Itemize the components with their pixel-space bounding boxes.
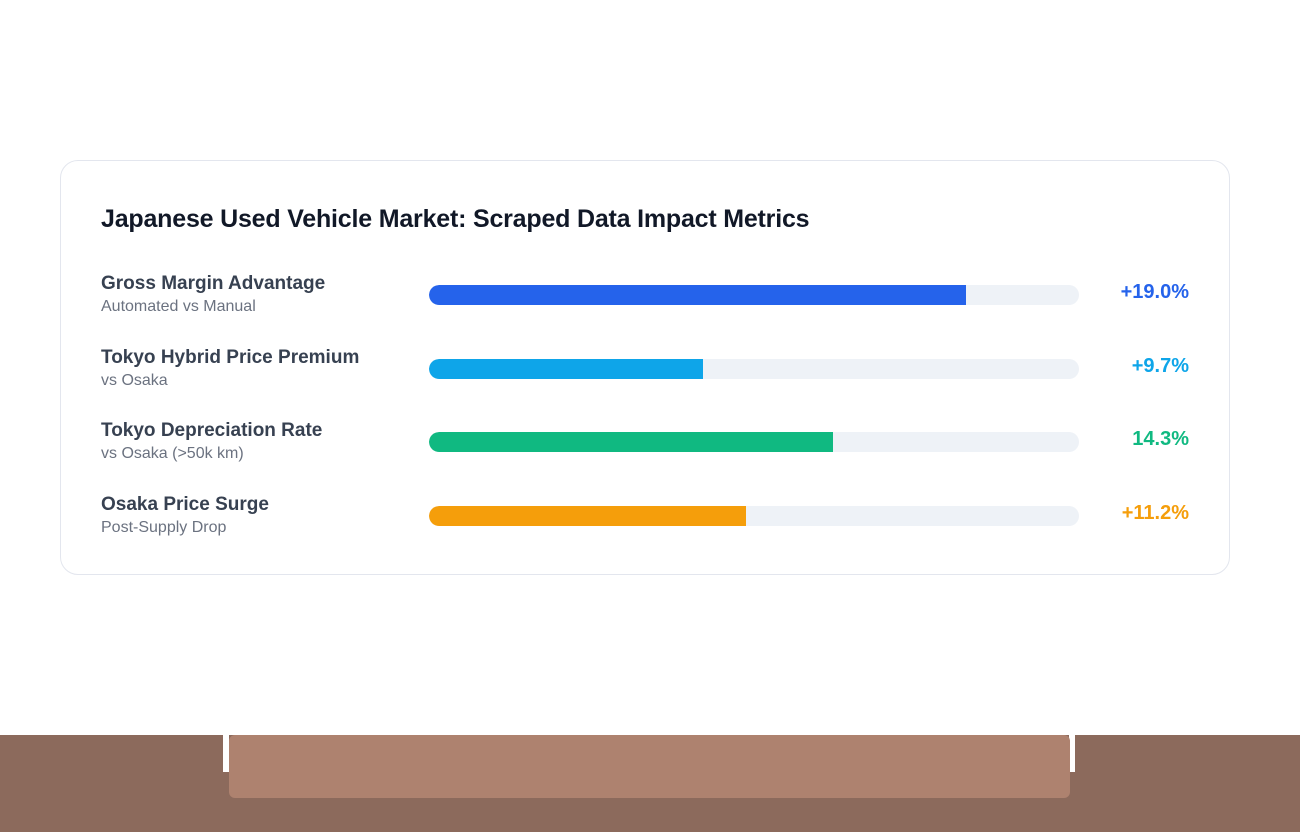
bar-track [429, 358, 1079, 379]
metric-sublabel: vs Osaka [101, 371, 168, 389]
metric-value: +11.2% [1121, 501, 1189, 524]
metric-label: Osaka Price Surge [101, 493, 269, 515]
metric-label: Gross Margin Advantage [101, 273, 326, 294]
metric-row: Tokyo Hybrid Price Premium vs Osaka +9.7% [61, 347, 1229, 407]
bottom-divider-left [223, 735, 229, 772]
bottom-divider-right [1069, 735, 1075, 772]
metric-label: Tokyo Hybrid Price Premium [101, 346, 360, 368]
metric-label: Tokyo Depreciation Rate [101, 420, 323, 441]
metric-value: +9.7% [1131, 354, 1189, 377]
metric-row: Gross Margin Advantage Automated vs Manua… [61, 273, 1229, 333]
bottom-panel[interactable] [229, 735, 1070, 798]
metric-sublabel: vs Osaka (>50k km) [101, 445, 244, 462]
metric-sublabel: Post-Supply Drop [101, 518, 227, 536]
bar-fill [429, 432, 834, 452]
metric-row: Osaka Price Surge Post-Supply Drop +11.2% [61, 494, 1229, 554]
metric-sublabel: Automated vs Manual [101, 298, 256, 315]
metric-value: 14.3% [1132, 428, 1189, 450]
bar-track [429, 505, 1079, 526]
bar-track [429, 432, 1079, 452]
bar-fill [429, 285, 966, 305]
metric-value: +19.0% [1120, 281, 1189, 303]
metrics-card: Japanese Used Vehicle Market: Scraped Da… [60, 160, 1230, 575]
bar-track [429, 285, 1079, 305]
metric-row: Tokyo Depreciation Rate vs Osaka (>50k km… [61, 420, 1229, 480]
bar-fill [429, 505, 746, 526]
bar-fill [429, 358, 704, 379]
chart-title: Japanese Used Vehicle Market: Scraped Da… [101, 205, 810, 233]
